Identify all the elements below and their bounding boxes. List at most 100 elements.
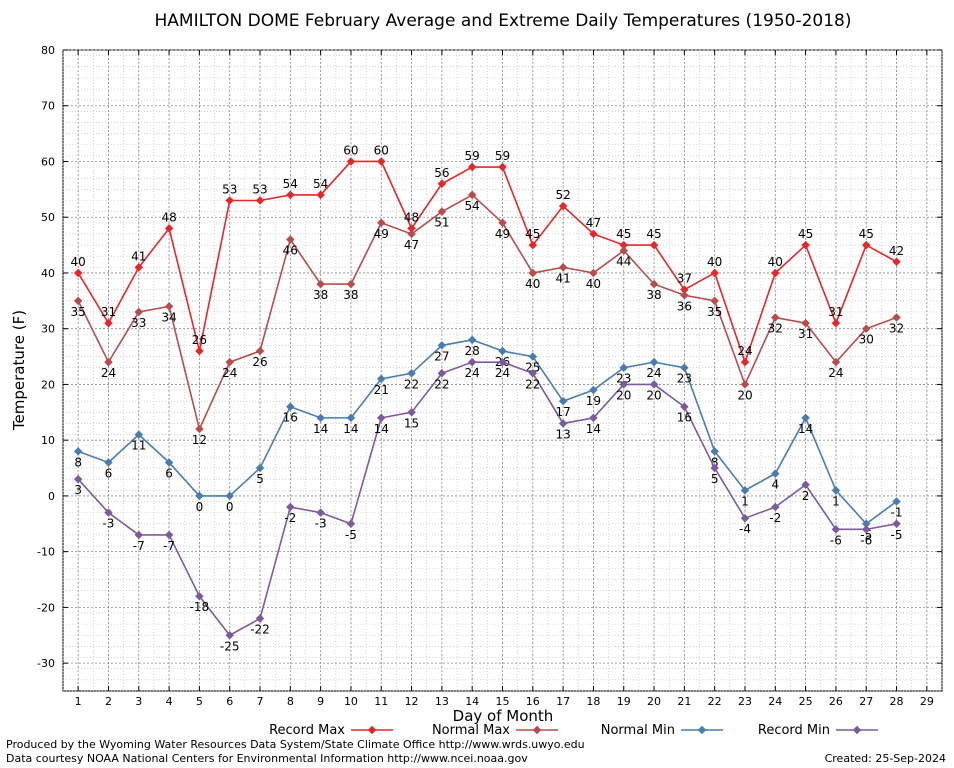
data-point — [377, 218, 386, 228]
data-label: 45 — [616, 227, 631, 241]
data-label: -18 — [190, 600, 210, 614]
data-label: 1 — [741, 494, 749, 508]
data-label: -2 — [284, 511, 296, 525]
data-label: 14 — [798, 422, 813, 436]
data-label: -5 — [860, 528, 872, 542]
x-axis-label: Day of Month — [453, 707, 554, 725]
data-label: 6 — [165, 466, 173, 480]
y-tick-label: 10 — [41, 434, 55, 447]
data-label: 17 — [555, 405, 570, 419]
x-tick-label: 7 — [257, 695, 264, 708]
x-tick-label: 21 — [677, 695, 691, 708]
data-point — [680, 402, 689, 411]
data-point — [286, 190, 295, 200]
data-point — [377, 157, 386, 166]
data-point — [710, 296, 719, 306]
data-label: -4 — [739, 522, 751, 536]
data-point — [680, 291, 689, 300]
data-label: 16 — [677, 411, 692, 425]
x-tick-label: 14 — [465, 695, 479, 708]
data-point — [528, 369, 538, 378]
data-point — [498, 218, 507, 228]
data-label: 20 — [646, 388, 661, 402]
data-point — [710, 447, 719, 456]
data-label: 40 — [586, 277, 601, 291]
data-label: 35 — [707, 305, 722, 319]
data-label: 60 — [343, 143, 358, 157]
data-point — [528, 268, 538, 278]
data-label: 24 — [101, 366, 116, 380]
data-point — [801, 413, 810, 423]
x-tick-label: 1 — [75, 695, 82, 708]
data-label: 41 — [131, 249, 146, 263]
x-tick-label: 29 — [920, 695, 934, 708]
data-label: 32 — [889, 322, 904, 336]
data-label: 59 — [465, 149, 480, 163]
data-label: 40 — [525, 277, 540, 291]
data-label: 47 — [404, 238, 419, 252]
data-label: 53 — [252, 182, 267, 196]
data-point — [195, 491, 204, 501]
data-label: -7 — [133, 539, 145, 553]
data-label: -7 — [163, 539, 175, 553]
data-point — [104, 318, 113, 328]
data-point — [861, 519, 871, 529]
x-tick-label: 15 — [496, 695, 510, 708]
data-point — [134, 307, 144, 317]
data-point — [73, 268, 83, 278]
y-tick-label: -10 — [37, 546, 55, 559]
data-label: -22 — [250, 623, 270, 637]
data-label: 22 — [434, 377, 449, 391]
data-point — [680, 363, 689, 372]
data-point — [73, 296, 83, 306]
axis-ticks — [63, 49, 942, 691]
legend-label: Normal Max — [432, 723, 510, 738]
data-label: 38 — [343, 288, 358, 302]
data-point — [346, 519, 356, 529]
data-label: 48 — [161, 210, 176, 224]
data-label: 37 — [677, 272, 692, 286]
footer-created: Created: 25-Sep-2024 — [825, 752, 946, 765]
data-point — [619, 380, 628, 389]
data-point — [225, 491, 234, 501]
data-point — [861, 525, 871, 534]
data-label: 35 — [71, 305, 86, 319]
data-point — [740, 380, 750, 389]
data-point — [498, 346, 507, 356]
data-label: 60 — [374, 143, 389, 157]
data-point — [467, 162, 477, 172]
data-point — [407, 369, 416, 378]
data-label: 38 — [646, 288, 661, 302]
data-point — [255, 346, 265, 356]
major-grid — [63, 49, 942, 691]
footer-produced-by: Produced by the Wyoming Water Resources … — [6, 738, 585, 751]
data-label: 5 — [256, 472, 264, 486]
data-point — [467, 335, 477, 345]
data-label: 54 — [465, 199, 480, 213]
legend-item-record-max: Record Max — [269, 723, 393, 738]
data-point — [407, 408, 416, 417]
series-normal-max: 35 24 33 34 12 24 26 46 38 38 49 47 51 54 49 40 41 40 44 38… — [71, 190, 904, 447]
data-point — [316, 508, 325, 517]
x-tick-label: 13 — [435, 695, 449, 708]
legend-marker — [697, 725, 707, 735]
data-label: -5 — [345, 528, 357, 542]
data-label: 49 — [495, 227, 510, 241]
data-label: 24 — [737, 344, 752, 358]
data-point — [498, 162, 507, 172]
data-point — [225, 357, 234, 367]
series-line-record-max — [77, 160, 897, 365]
data-label: 28 — [465, 344, 480, 358]
data-point — [861, 324, 871, 333]
y-tick-label: 70 — [41, 100, 55, 113]
data-point — [407, 229, 416, 239]
data-point — [346, 279, 356, 289]
data-label: 14 — [343, 422, 358, 436]
data-point — [407, 224, 416, 233]
legend-item-record-min: Record Min — [758, 723, 878, 738]
data-label: -2 — [769, 511, 781, 525]
minor-grid — [62, 50, 943, 692]
data-label: 21 — [374, 383, 389, 397]
x-tick-label: 27 — [859, 695, 873, 708]
